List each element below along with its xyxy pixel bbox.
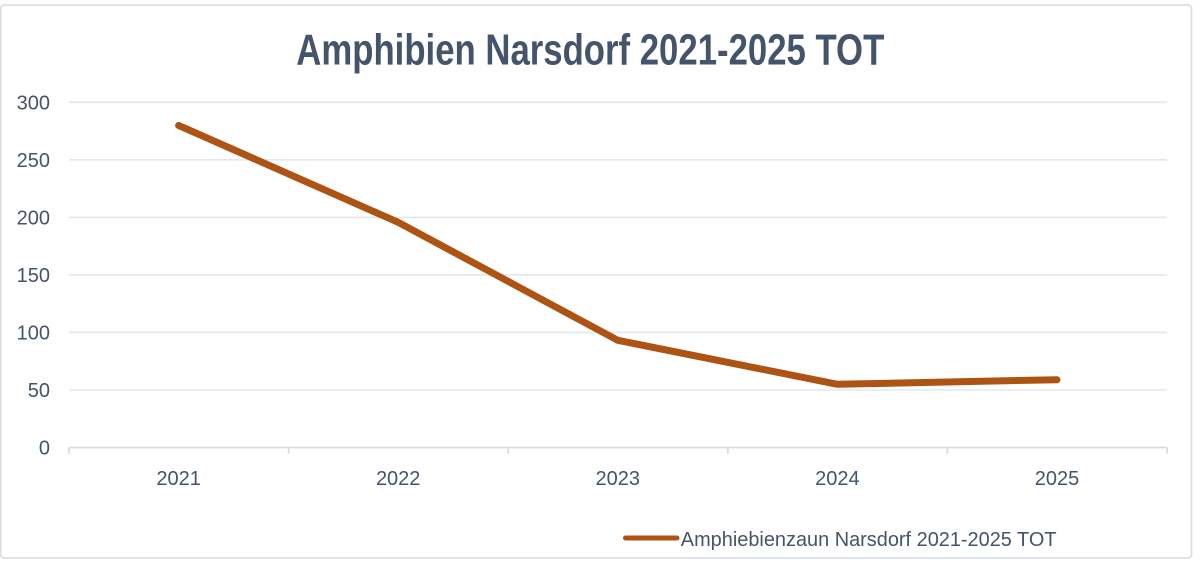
svg-text:250: 250 [17, 150, 50, 172]
svg-text:2021: 2021 [156, 468, 201, 490]
svg-text:300: 300 [17, 92, 50, 114]
svg-text:0: 0 [39, 438, 50, 460]
svg-text:Amphibien Narsdorf 2021-2025 T: Amphibien Narsdorf 2021-2025 TOT [296, 26, 884, 75]
svg-text:2025: 2025 [1035, 468, 1080, 490]
svg-text:2023: 2023 [596, 468, 641, 490]
svg-text:50: 50 [28, 380, 50, 402]
svg-text:2022: 2022 [376, 468, 421, 490]
svg-text:Amphiebienzaun Narsdorf 2021-2: Amphiebienzaun Narsdorf 2021-2025 TOT [681, 529, 1057, 551]
svg-text:200: 200 [17, 208, 50, 230]
svg-text:150: 150 [17, 265, 50, 287]
svg-text:2024: 2024 [815, 468, 860, 490]
svg-text:100: 100 [17, 323, 50, 345]
